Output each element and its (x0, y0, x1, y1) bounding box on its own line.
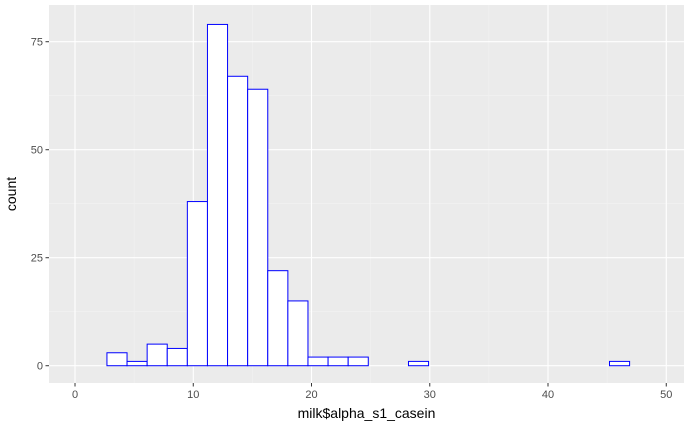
histogram-bar (307, 356, 329, 367)
histogram-bar (609, 360, 631, 367)
x-tick-label: 50 (660, 389, 672, 401)
histogram-bar (106, 352, 128, 367)
histogram-bars (106, 23, 631, 367)
histogram-bar (407, 360, 430, 367)
histogram-bar (227, 75, 249, 367)
y-axis-title: count (3, 177, 19, 211)
y-tick-label: 75 (31, 37, 43, 49)
grid-minor (49, 5, 684, 383)
histogram-bar (186, 201, 208, 367)
histogram-bar (126, 360, 148, 367)
y-tick-label: 0 (37, 361, 43, 373)
histogram-bar (247, 88, 269, 367)
histogram-bar (146, 343, 168, 367)
histogram-bar (267, 270, 289, 367)
histogram-bar (327, 356, 349, 367)
histogram-bar (206, 23, 229, 367)
histogram-bar (347, 356, 369, 367)
x-axis: 0 10 20 30 40 50 (72, 383, 672, 401)
x-tick-label: 0 (72, 389, 78, 401)
x-tick-label: 40 (542, 389, 554, 401)
y-axis: 0 25 50 75 (31, 37, 49, 373)
y-tick-label: 25 (31, 253, 43, 265)
x-tick-label: 20 (305, 389, 317, 401)
y-tick-label: 50 (31, 145, 43, 157)
histogram-bar (287, 300, 309, 367)
histogram-bar (166, 347, 188, 367)
x-tick-label: 30 (424, 389, 436, 401)
grid-major (49, 5, 684, 383)
plot-panel (49, 5, 684, 383)
x-tick-label: 10 (187, 389, 199, 401)
x-axis-title: milk$alpha_s1_casein (298, 405, 436, 421)
